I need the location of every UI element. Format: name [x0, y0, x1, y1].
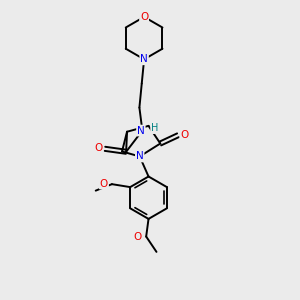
Text: O: O: [140, 12, 148, 22]
Text: N: N: [140, 54, 148, 64]
Text: N: N: [136, 152, 144, 161]
Text: O: O: [94, 143, 103, 153]
Text: N: N: [137, 126, 145, 136]
Text: O: O: [100, 178, 108, 189]
Text: H: H: [151, 123, 158, 133]
Text: O: O: [180, 130, 189, 140]
Text: O: O: [134, 232, 142, 242]
